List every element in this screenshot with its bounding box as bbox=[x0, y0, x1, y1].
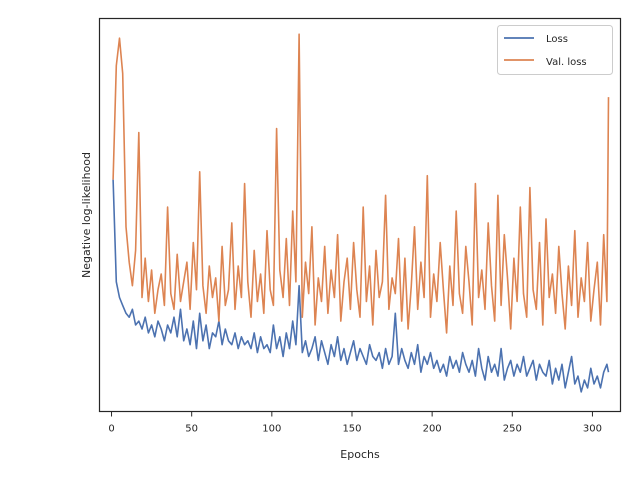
x-axis-ticks: 0 50 100 150 200 250 300 bbox=[108, 411, 602, 435]
legend-label-loss: Loss bbox=[546, 34, 568, 45]
x-tick-label: 200 bbox=[423, 424, 442, 435]
plot-area-frame bbox=[98, 17, 622, 413]
x-tick-label: 150 bbox=[342, 424, 361, 435]
x-tick-label: 250 bbox=[503, 424, 522, 435]
x-axis-label: Epochs bbox=[340, 448, 380, 461]
legend-label-val-loss: Val. loss bbox=[546, 57, 587, 68]
series-line-val-loss bbox=[112, 33, 610, 334]
x-tick-label: 50 bbox=[185, 424, 198, 435]
legend: Loss Val. loss bbox=[497, 25, 613, 75]
y-axis-label: Negative log-likelihood bbox=[80, 152, 93, 278]
series-line-loss bbox=[112, 179, 610, 393]
x-tick-label: 100 bbox=[262, 424, 281, 435]
series-lines bbox=[112, 33, 610, 393]
x-tick-label: 0 bbox=[108, 424, 114, 435]
x-tick-label: 300 bbox=[583, 424, 602, 435]
